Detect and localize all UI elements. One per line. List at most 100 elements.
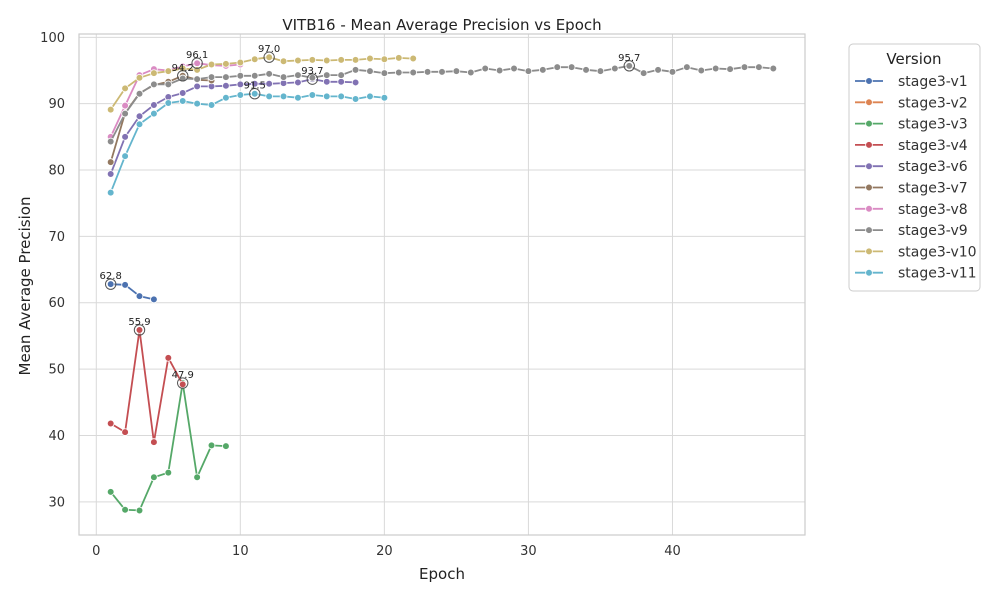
legend-item: stage3-v8 xyxy=(855,202,968,218)
best-value-label: 91.5 xyxy=(244,81,266,92)
data-point xyxy=(322,77,331,86)
series-stage3-v11 xyxy=(106,89,389,197)
best-marker xyxy=(306,73,319,85)
data-point xyxy=(121,281,129,289)
data-point xyxy=(106,158,115,166)
series-line xyxy=(110,283,155,301)
data-point xyxy=(164,99,173,107)
data-point xyxy=(495,66,504,75)
legend-item: stage3-v4 xyxy=(855,138,968,154)
data-point xyxy=(322,56,331,65)
legend: Version stage3-v1stage3-v2stage3-v3stage… xyxy=(848,43,981,292)
x-tick-label: 30 xyxy=(520,544,537,559)
legend-label: stage3-v10 xyxy=(898,244,977,260)
data-point xyxy=(337,56,345,64)
data-point xyxy=(380,55,389,64)
best-marker xyxy=(177,70,189,82)
legend-label: stage3-v11 xyxy=(898,266,977,282)
x-tick-label: 0 xyxy=(92,544,100,559)
data-point xyxy=(121,133,129,141)
legend-item: stage3-v11 xyxy=(855,266,977,282)
legend-swatch-marker xyxy=(865,268,873,277)
best-marker xyxy=(133,324,146,336)
legend-swatch-marker xyxy=(865,98,873,107)
data-point xyxy=(106,137,115,146)
data-point xyxy=(337,77,345,86)
data-point xyxy=(567,63,576,71)
data-point xyxy=(121,84,129,93)
data-point xyxy=(279,92,288,101)
data-point xyxy=(380,69,389,77)
data-point xyxy=(150,109,158,118)
legend-swatch-marker xyxy=(865,205,873,213)
data-point xyxy=(769,64,778,73)
best-marker xyxy=(623,60,635,72)
data-point xyxy=(510,64,518,73)
data-point xyxy=(481,64,490,73)
data-point xyxy=(351,78,360,87)
data-point xyxy=(135,506,144,515)
data-point xyxy=(193,75,201,83)
data-point xyxy=(106,170,115,178)
legend-item: stage3-v7 xyxy=(855,181,968,197)
data-point xyxy=(193,473,201,482)
best-value-label: 47.9 xyxy=(172,370,194,381)
data-point xyxy=(625,62,634,70)
data-point xyxy=(697,66,706,75)
data-point xyxy=(553,63,562,71)
data-point xyxy=(596,67,605,75)
legend-label: stage3-v3 xyxy=(898,117,968,133)
data-point xyxy=(150,80,158,89)
best-marker xyxy=(104,278,117,290)
data-point xyxy=(740,63,749,71)
data-point xyxy=(394,68,403,77)
data-point xyxy=(265,53,273,62)
best-marker xyxy=(249,88,261,100)
data-point xyxy=(366,92,374,101)
data-point xyxy=(222,93,230,102)
legend-swatch-marker xyxy=(865,77,873,85)
best-value-label: 94.2 xyxy=(172,63,194,74)
legend-item: stage3-v9 xyxy=(855,223,968,239)
plot-frame xyxy=(78,33,806,536)
data-point xyxy=(250,55,259,64)
series-stage3-v4 xyxy=(106,326,187,446)
legend-label: stage3-v2 xyxy=(898,95,968,111)
data-point xyxy=(380,93,389,102)
y-tick-label: 30 xyxy=(48,495,65,510)
data-point xyxy=(351,95,360,103)
data-point xyxy=(193,82,201,91)
data-point xyxy=(135,120,144,129)
data-point xyxy=(452,67,461,75)
series-line xyxy=(109,62,241,138)
data-point xyxy=(294,78,302,87)
data-point xyxy=(308,56,317,64)
data-point xyxy=(250,89,259,98)
data-point xyxy=(265,92,273,101)
data-point xyxy=(121,152,129,160)
x-tick-label: 20 xyxy=(376,544,393,559)
legend-swatch-marker xyxy=(865,226,873,234)
legend-item: stage3-v10 xyxy=(855,244,977,260)
legend-title: Version xyxy=(886,50,941,68)
data-point xyxy=(150,69,158,77)
data-point xyxy=(337,71,345,79)
data-point xyxy=(178,89,187,97)
data-point xyxy=(164,80,173,89)
legend-label: stage3-v9 xyxy=(898,223,968,239)
data-point xyxy=(164,67,173,75)
data-point xyxy=(265,70,273,78)
data-point xyxy=(150,101,158,109)
x-tick-label: 40 xyxy=(664,544,681,559)
y-tick-label: 100 xyxy=(40,31,65,46)
data-point xyxy=(279,57,288,66)
data-point xyxy=(294,93,302,102)
data-point xyxy=(423,68,432,76)
y-tick-label: 50 xyxy=(48,363,65,378)
data-point xyxy=(121,428,129,436)
data-point xyxy=(236,80,245,89)
data-point xyxy=(711,64,720,73)
y-tick-label: 90 xyxy=(48,97,65,112)
data-point xyxy=(236,72,245,80)
